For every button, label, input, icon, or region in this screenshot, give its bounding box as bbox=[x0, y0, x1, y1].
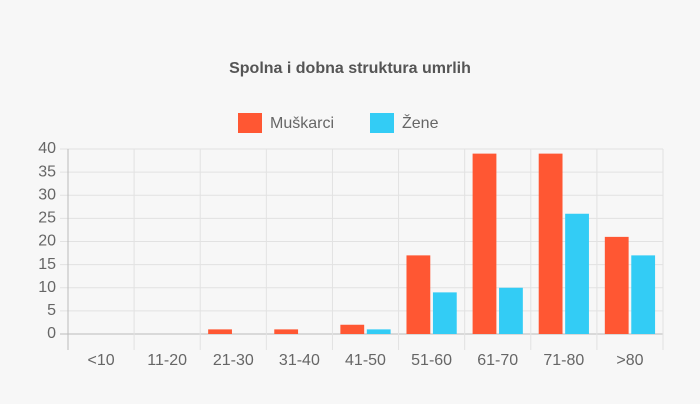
bar bbox=[604, 236, 629, 334]
bar bbox=[631, 255, 656, 334]
legend-swatch bbox=[238, 113, 262, 133]
bar bbox=[208, 329, 232, 334]
legend-label: Žene bbox=[402, 113, 439, 132]
bar bbox=[340, 324, 365, 334]
bar bbox=[274, 329, 299, 334]
bar bbox=[499, 287, 523, 334]
y-tick-label: 20 bbox=[38, 233, 56, 250]
y-tick-label: 40 bbox=[38, 140, 56, 157]
y-tick-label: 15 bbox=[38, 256, 56, 273]
bar bbox=[432, 292, 457, 334]
bar bbox=[366, 329, 391, 334]
bar bbox=[565, 213, 589, 334]
x-tick-label: 71-80 bbox=[543, 352, 584, 369]
legend-swatch bbox=[370, 113, 394, 133]
y-tick-label: 25 bbox=[38, 210, 56, 227]
legend-label: Muškarci bbox=[270, 115, 334, 132]
y-tick-label: 35 bbox=[38, 163, 56, 180]
y-tick-label: 30 bbox=[38, 186, 56, 203]
bar bbox=[538, 153, 563, 334]
bar bbox=[472, 153, 497, 334]
x-tick-label: <10 bbox=[87, 352, 114, 369]
x-tick-label: 61-70 bbox=[477, 352, 518, 369]
x-tick-label: 51-60 bbox=[411, 352, 452, 369]
x-tick-label: 31-40 bbox=[279, 352, 320, 369]
x-tick-label: 11-20 bbox=[147, 352, 187, 369]
chart-title: Spolna i dobna struktura umrlih bbox=[229, 60, 471, 77]
x-tick-label: 21-30 bbox=[213, 352, 254, 369]
x-tick-label: >80 bbox=[616, 352, 643, 369]
y-tick-label: 5 bbox=[47, 302, 56, 319]
y-tick-label: 0 bbox=[47, 325, 56, 342]
x-tick-label: 41-50 bbox=[345, 352, 386, 369]
y-tick-label: 10 bbox=[38, 279, 56, 296]
bar bbox=[406, 255, 431, 334]
